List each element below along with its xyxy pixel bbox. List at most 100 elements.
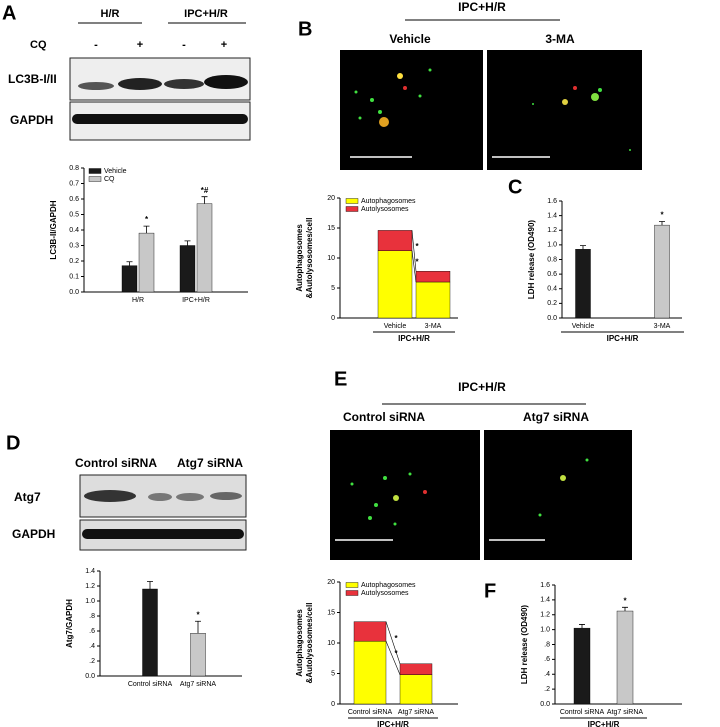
- error-bar: [184, 240, 191, 246]
- x-tick-label: Control siRNA: [560, 709, 605, 716]
- panel-letter: F: [484, 580, 496, 602]
- legend-swatch: [345, 582, 359, 588]
- connector: [385, 641, 401, 675]
- legend-swatch: [88, 176, 102, 182]
- y-tick-label: 0.6: [547, 271, 557, 278]
- x-axis-label: IPC+H/R: [607, 334, 639, 343]
- y-tick-label: 0: [331, 315, 335, 322]
- x-tick-label: 3-MA: [425, 323, 442, 330]
- error-bar: [622, 606, 628, 612]
- y-tick-label: .2: [544, 686, 550, 693]
- panel-letter: E: [334, 368, 347, 390]
- error-bar: [147, 581, 153, 589]
- y-axis-label: LDH release (OD490): [527, 220, 536, 299]
- panel-letter: C: [508, 176, 522, 198]
- panel-title: IPC+H/R: [458, 380, 506, 394]
- bar: [616, 610, 634, 705]
- bar: [353, 621, 387, 642]
- y-tick-label: 15: [327, 609, 335, 616]
- y-tick-label: 0.0: [547, 315, 557, 322]
- panel-letter: B: [298, 18, 312, 40]
- annotation: *: [196, 610, 200, 619]
- group-label: IPC+H/R: [184, 8, 228, 20]
- blot-label: Atg7: [14, 490, 41, 504]
- legend-label: Autolysosomes: [361, 206, 409, 213]
- y-tick-label: 1.0: [540, 626, 550, 633]
- x-axis-label: IPC+H/R: [588, 720, 620, 727]
- legend-swatch: [345, 198, 359, 204]
- y-tick-label: .8: [89, 613, 95, 620]
- y-axis-label: LDH release (OD490): [520, 605, 529, 684]
- y-tick-label: 1.0: [547, 242, 557, 249]
- y-tick-label: 0.8: [69, 165, 79, 172]
- bar: [377, 250, 413, 319]
- micrograph: [330, 430, 632, 560]
- y-tick-label: .6: [544, 656, 550, 663]
- error-bar: [580, 245, 586, 250]
- y-tick-label: 1.6: [540, 582, 550, 589]
- annotation: *: [394, 649, 398, 658]
- bar: [196, 203, 213, 293]
- blot-label: LC3B-I/II: [8, 72, 57, 86]
- x-tick-label: IPC+H/R: [182, 297, 210, 304]
- blot: [69, 57, 251, 141]
- blot-label: GAPDH: [10, 113, 53, 127]
- connector: [385, 621, 401, 664]
- sign: +: [137, 39, 143, 51]
- y-tick-label: 0.4: [69, 227, 79, 234]
- bar: [399, 674, 433, 705]
- annotation: *: [660, 211, 664, 220]
- bar: [190, 633, 206, 677]
- y-tick-label: 1.6: [547, 198, 557, 205]
- bar: [415, 271, 451, 283]
- bar: [121, 265, 138, 293]
- legend-label: Vehicle: [104, 168, 127, 175]
- y-tick-label: 1.0: [85, 598, 95, 605]
- legend-label: Autophagosomes: [361, 582, 416, 589]
- annotation: *: [623, 596, 627, 605]
- legend-swatch: [88, 168, 102, 174]
- y-tick-label: 1.2: [540, 612, 550, 619]
- blot: [79, 474, 247, 551]
- error-bar: [659, 221, 665, 226]
- legend-swatch: [345, 590, 359, 596]
- bar: [353, 640, 387, 705]
- group-label: H/R: [101, 8, 120, 20]
- annotation: *: [394, 634, 398, 643]
- y-tick-label: 5: [331, 670, 335, 677]
- y-tick-label: 0.2: [547, 300, 557, 307]
- bar: [179, 245, 196, 293]
- legend-swatch: [345, 206, 359, 212]
- y-tick-label: 5: [331, 285, 335, 292]
- y-tick-label: 0.5: [69, 211, 79, 218]
- group-label: Control siRNA: [75, 456, 157, 470]
- x-tick-label: Atg7 siRNA: [180, 681, 217, 688]
- y-tick-label: 0.7: [69, 180, 79, 187]
- panel-letter: D: [6, 432, 20, 454]
- bar: [138, 232, 155, 293]
- y-tick-label: 1.4: [540, 597, 550, 604]
- error-bar: [126, 261, 133, 266]
- x-tick-label: Atg7 siRNA: [607, 709, 644, 716]
- bar: [573, 627, 591, 705]
- x-axis-label: IPC+H/R: [398, 334, 430, 343]
- sign: -: [182, 39, 186, 51]
- y-tick-label: .6: [89, 628, 95, 635]
- x-tick-label: H/R: [132, 297, 144, 304]
- image-label: Vehicle: [389, 32, 431, 46]
- legend-label: Autophagosomes: [361, 198, 416, 205]
- y-tick-label: 10: [327, 255, 335, 262]
- y-tick-label: 15: [327, 225, 335, 232]
- panel-letter: A: [2, 2, 16, 24]
- y-axis-label: Autophagosomes: [295, 609, 304, 677]
- y-tick-label: 0.6: [69, 196, 79, 203]
- x-tick-label: Control siRNA: [348, 709, 393, 716]
- connector: [411, 230, 417, 272]
- y-tick-label: 1.4: [85, 568, 95, 575]
- legend-label: CQ: [104, 176, 115, 183]
- x-axis-label: IPC+H/R: [377, 720, 409, 727]
- y-tick-label: 1.2: [85, 583, 95, 590]
- x-tick-label: Vehicle: [572, 323, 595, 330]
- error-bar: [143, 225, 150, 234]
